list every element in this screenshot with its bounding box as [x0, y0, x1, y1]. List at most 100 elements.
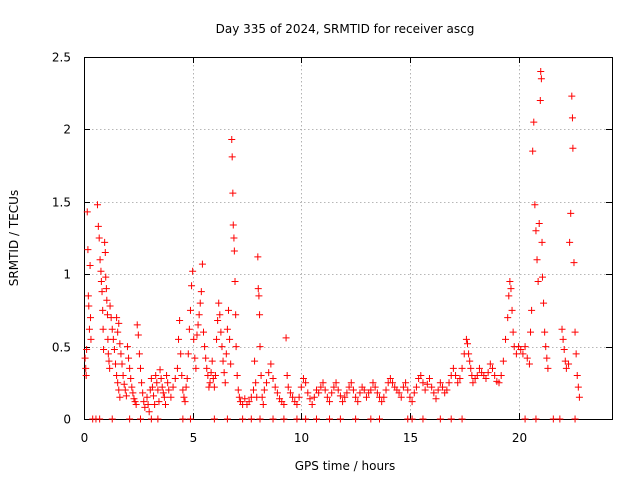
data-point	[269, 374, 277, 382]
data-point	[218, 343, 226, 351]
y-tick-label: 0	[63, 413, 71, 427]
data-point	[530, 118, 538, 126]
data-point	[408, 415, 416, 423]
data-point	[286, 389, 294, 397]
data-point	[506, 277, 514, 285]
data-point	[150, 392, 158, 400]
data-point	[139, 389, 147, 397]
data-point	[179, 415, 187, 423]
data-point	[482, 374, 490, 382]
data-point	[85, 302, 93, 310]
data-point	[528, 306, 536, 314]
data-point	[369, 379, 377, 387]
data-point	[112, 360, 120, 368]
data-point	[156, 366, 164, 374]
data-point	[497, 372, 505, 380]
data-point	[362, 393, 370, 401]
data-point	[321, 386, 329, 394]
data-point	[206, 379, 214, 387]
data-point	[195, 311, 203, 319]
data-point	[204, 372, 212, 380]
data-point	[533, 256, 541, 264]
data-points	[81, 67, 583, 423]
y-tick-label: 2.5	[52, 51, 71, 65]
data-point	[177, 350, 185, 358]
data-point	[247, 415, 255, 423]
data-point	[382, 386, 390, 394]
data-point	[336, 415, 344, 423]
data-point	[254, 285, 262, 293]
data-point	[330, 383, 338, 391]
data-point	[164, 379, 172, 387]
data-point	[214, 317, 222, 325]
data-point	[122, 392, 130, 400]
data-point	[306, 395, 314, 403]
data-point	[265, 369, 273, 377]
y-tick-label: 1.5	[52, 196, 71, 210]
grid	[84, 57, 612, 419]
data-point	[402, 379, 410, 387]
data-point	[109, 335, 117, 343]
data-point	[229, 221, 237, 229]
data-point	[258, 393, 266, 401]
data-point	[491, 372, 499, 380]
data-point	[186, 415, 194, 423]
data-point	[475, 364, 483, 372]
data-point	[389, 379, 397, 387]
data-point	[132, 401, 140, 409]
data-point	[326, 398, 334, 406]
data-point	[82, 364, 90, 372]
y-axis-label: SRMTID / TECUs	[7, 190, 21, 286]
data-point	[367, 415, 375, 423]
data-point	[145, 408, 153, 416]
data-point	[121, 386, 129, 394]
data-point	[221, 379, 229, 387]
data-point	[406, 393, 414, 401]
data-point	[428, 383, 436, 391]
data-point	[197, 288, 205, 296]
data-point	[228, 136, 236, 144]
data-point	[465, 350, 473, 358]
data-point	[462, 335, 470, 343]
data-point	[538, 273, 546, 281]
data-point	[504, 314, 512, 322]
data-point	[97, 267, 105, 275]
data-point	[378, 398, 386, 406]
data-point	[473, 372, 481, 380]
data-point	[423, 380, 431, 388]
data-point	[260, 386, 268, 394]
data-point	[443, 386, 451, 394]
data-point	[256, 343, 264, 351]
data-point	[297, 383, 305, 391]
data-point	[421, 386, 429, 394]
data-point	[332, 379, 340, 387]
data-point	[119, 372, 127, 380]
data-point	[257, 372, 265, 380]
data-point	[464, 340, 472, 348]
data-point	[323, 393, 331, 401]
data-point	[105, 357, 113, 365]
data-point	[380, 393, 388, 401]
data-point	[207, 369, 215, 377]
data-point	[96, 256, 104, 264]
data-point	[203, 364, 211, 372]
data-point	[154, 415, 162, 423]
data-point	[339, 398, 347, 406]
data-point	[575, 393, 583, 401]
data-point	[280, 401, 288, 409]
data-point	[183, 374, 191, 382]
data-point	[232, 311, 240, 319]
data-point	[445, 379, 453, 387]
data-point	[386, 374, 394, 382]
data-point	[223, 415, 231, 423]
data-point	[417, 372, 425, 380]
data-point	[256, 311, 264, 319]
data-point	[180, 393, 188, 401]
x-tick-label: 15	[403, 431, 418, 445]
data-point	[114, 328, 122, 336]
data-point	[118, 360, 126, 368]
data-point	[222, 350, 230, 358]
data-point	[220, 369, 228, 377]
data-point	[147, 415, 155, 423]
